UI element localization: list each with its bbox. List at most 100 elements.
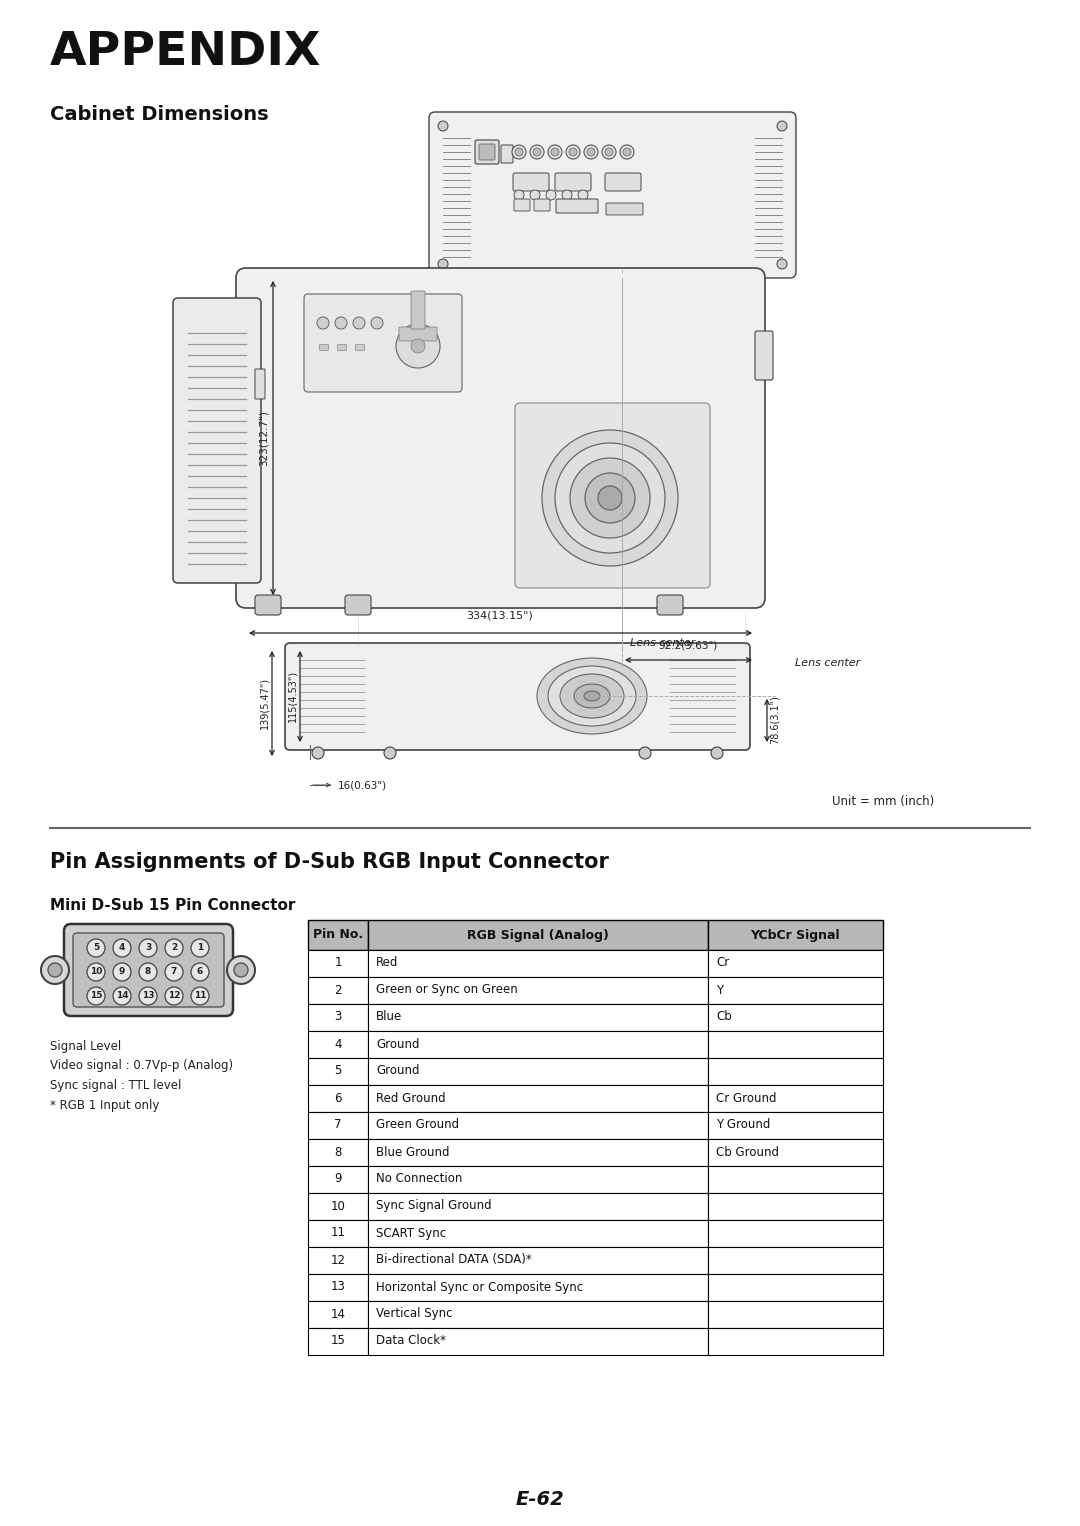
Bar <box>308 1302 368 1328</box>
Circle shape <box>48 963 62 977</box>
Bar <box>368 1328 708 1355</box>
Bar <box>708 1112 883 1138</box>
Circle shape <box>569 148 577 156</box>
Bar <box>708 1085 883 1112</box>
Text: 4: 4 <box>119 943 125 952</box>
Circle shape <box>165 938 183 957</box>
Bar <box>368 920 708 951</box>
Circle shape <box>777 259 787 269</box>
Text: 10: 10 <box>90 967 103 977</box>
FancyBboxPatch shape <box>411 291 426 330</box>
Circle shape <box>512 145 526 159</box>
FancyBboxPatch shape <box>606 203 643 215</box>
Text: 15: 15 <box>330 1335 346 1347</box>
Bar <box>368 1085 708 1112</box>
Text: Green Ground: Green Ground <box>376 1119 459 1131</box>
Text: 11: 11 <box>330 1227 346 1239</box>
FancyBboxPatch shape <box>255 369 265 398</box>
Bar <box>708 951 883 977</box>
Bar <box>368 1274 708 1302</box>
Text: 9: 9 <box>119 967 125 977</box>
Bar <box>708 1004 883 1032</box>
Circle shape <box>165 987 183 1006</box>
Circle shape <box>139 987 157 1006</box>
Bar <box>368 1193 708 1219</box>
Text: Green or Sync on Green: Green or Sync on Green <box>376 983 517 996</box>
Circle shape <box>602 145 616 159</box>
Text: 6: 6 <box>197 967 203 977</box>
Bar <box>708 1032 883 1058</box>
Text: 14: 14 <box>116 992 129 1001</box>
Circle shape <box>165 963 183 981</box>
FancyBboxPatch shape <box>337 345 347 351</box>
FancyBboxPatch shape <box>556 198 598 214</box>
Text: 92.2(3.63"): 92.2(3.63") <box>659 639 717 650</box>
Text: 7: 7 <box>171 967 177 977</box>
Text: Cb: Cb <box>716 1010 732 1024</box>
Circle shape <box>191 938 210 957</box>
Text: 3: 3 <box>335 1010 341 1024</box>
Text: SCART Sync: SCART Sync <box>376 1227 446 1239</box>
FancyBboxPatch shape <box>285 642 750 749</box>
Circle shape <box>555 443 665 552</box>
Bar <box>368 1032 708 1058</box>
Text: Mini D-Sub 15 Pin Connector: Mini D-Sub 15 Pin Connector <box>50 897 295 913</box>
FancyBboxPatch shape <box>561 121 589 137</box>
FancyBboxPatch shape <box>514 198 530 211</box>
Ellipse shape <box>548 665 636 726</box>
Circle shape <box>711 748 723 758</box>
Bar <box>708 1328 883 1355</box>
Text: 6: 6 <box>334 1091 341 1105</box>
Circle shape <box>566 145 580 159</box>
Bar <box>708 1138 883 1166</box>
Text: 8: 8 <box>145 967 151 977</box>
Bar <box>368 1219 708 1247</box>
Bar <box>308 1085 368 1112</box>
Bar <box>308 1112 368 1138</box>
Text: 139(5.47"): 139(5.47") <box>259 678 269 729</box>
Text: No Connection: No Connection <box>376 1172 462 1186</box>
Bar <box>368 951 708 977</box>
Bar <box>368 1138 708 1166</box>
Bar <box>368 1247 708 1274</box>
Text: 2: 2 <box>171 943 177 952</box>
Text: 9: 9 <box>334 1172 341 1186</box>
Bar <box>308 1274 368 1302</box>
Circle shape <box>318 317 329 330</box>
Bar <box>308 1032 368 1058</box>
FancyBboxPatch shape <box>237 269 765 607</box>
Circle shape <box>620 145 634 159</box>
Bar <box>308 1138 368 1166</box>
FancyBboxPatch shape <box>345 595 372 615</box>
Circle shape <box>87 987 105 1006</box>
Circle shape <box>438 121 448 131</box>
Circle shape <box>396 324 440 368</box>
Bar <box>308 1193 368 1219</box>
Text: Data Clock*: Data Clock* <box>376 1335 446 1347</box>
Bar <box>708 977 883 1004</box>
Text: Cb Ground: Cb Ground <box>716 1146 779 1158</box>
Circle shape <box>530 145 544 159</box>
Bar <box>308 1328 368 1355</box>
Text: Red Ground: Red Ground <box>376 1091 446 1105</box>
Bar <box>308 1004 368 1032</box>
Circle shape <box>584 145 598 159</box>
Circle shape <box>623 148 631 156</box>
Bar <box>708 1302 883 1328</box>
Text: 15: 15 <box>90 992 103 1001</box>
Text: Signal Level
Video signal : 0.7Vp-p (Analog)
Sync signal : TTL level
* RGB 1 Inp: Signal Level Video signal : 0.7Vp-p (Ana… <box>50 1041 233 1111</box>
Text: Ground: Ground <box>376 1038 419 1050</box>
Text: 334(13.15"): 334(13.15") <box>467 610 534 621</box>
Text: 10: 10 <box>330 1199 346 1213</box>
Circle shape <box>530 191 540 200</box>
Ellipse shape <box>584 691 600 700</box>
Ellipse shape <box>537 658 647 734</box>
Text: 5: 5 <box>335 1065 341 1077</box>
FancyBboxPatch shape <box>429 111 796 278</box>
Circle shape <box>353 317 365 330</box>
Circle shape <box>411 339 426 353</box>
Circle shape <box>227 955 255 984</box>
Bar <box>708 1193 883 1219</box>
Text: Cr Ground: Cr Ground <box>716 1091 777 1105</box>
FancyBboxPatch shape <box>501 145 513 163</box>
